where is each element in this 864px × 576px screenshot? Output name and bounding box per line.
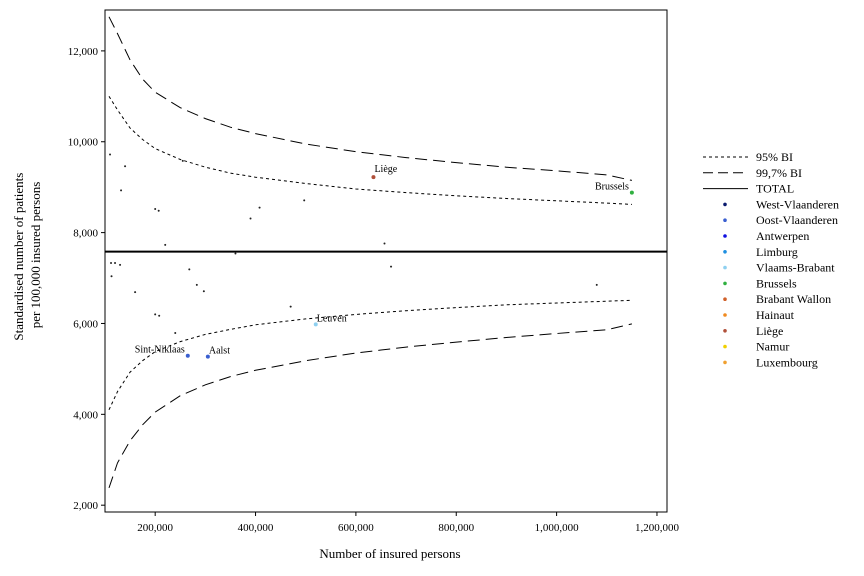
bi95-lower-curve	[108, 299, 632, 411]
legend-marker	[723, 344, 727, 349]
bi997-lower-curve	[108, 323, 633, 489]
legend-label: Liège	[756, 324, 783, 338]
data-point	[595, 283, 598, 286]
labeled-point	[629, 190, 634, 195]
bi95-upper-curve	[108, 96, 632, 205]
legend-label: West-Vlaanderen	[756, 197, 839, 211]
data-point	[110, 275, 113, 278]
legend-marker	[723, 297, 727, 302]
data-point	[188, 268, 191, 271]
legend-label: Luxembourg	[756, 355, 818, 369]
y-tick-label: 2,000	[73, 500, 98, 512]
y-axis-title: Standardised number of patients per 100,…	[11, 169, 43, 340]
data-point	[202, 290, 205, 293]
labeled-point	[205, 354, 210, 359]
legend-marker	[723, 250, 727, 254]
y-axis-title-line-1: Standardised number of patients	[11, 173, 26, 341]
point-label: Aalst	[209, 346, 230, 357]
data-point	[154, 207, 157, 210]
data-point	[249, 217, 252, 220]
data-point	[154, 313, 157, 316]
legend-label: Brabant Wallon	[756, 292, 831, 306]
x-tick-label: 800,000	[438, 522, 474, 534]
data-point	[390, 265, 393, 268]
data-point	[134, 291, 137, 294]
data-point	[303, 199, 306, 202]
x-tick-label: 400,000	[238, 522, 274, 534]
point-label: Liège	[374, 164, 397, 175]
x-tick-label: 200,000	[137, 522, 173, 534]
data-point	[109, 153, 112, 156]
y-axis-title-line-2: per 100,000 insured persons	[28, 182, 43, 329]
x-tick-label: 1,200,000	[635, 522, 680, 534]
data-point	[383, 242, 386, 245]
data-point	[158, 314, 161, 317]
legend-label: Vlaams-Brabant	[756, 261, 835, 275]
data-point	[157, 209, 160, 212]
legend-marker	[723, 218, 727, 222]
x-tick-label: 600,000	[338, 522, 374, 534]
labeled-point	[313, 322, 318, 327]
legend-label: Antwerpen	[756, 229, 809, 243]
legend-label: 95% BI	[756, 150, 793, 164]
data-point	[120, 189, 123, 192]
legend-label: 99,7% BI	[756, 166, 802, 180]
y-tick-label: 8,000	[73, 228, 98, 240]
legend-marker	[723, 329, 727, 333]
legend-marker	[723, 281, 727, 286]
y-tick-label: 4,000	[73, 409, 98, 421]
data-point	[181, 159, 184, 162]
data-point	[114, 262, 117, 265]
legend-marker	[723, 360, 727, 365]
y-tick-label: 6,000	[73, 318, 98, 330]
data-point	[119, 263, 122, 266]
labeled-point	[185, 353, 190, 358]
x-axis: 200,000 400,000 600,000 800,000 1,000,000 1,2…	[137, 512, 679, 534]
confidence-limits	[105, 16, 667, 489]
data-point	[124, 165, 127, 168]
legend-label: Namur	[756, 340, 789, 354]
data-point	[289, 305, 292, 308]
legend-marker	[723, 313, 727, 317]
point-label: Leuven	[317, 313, 347, 324]
plot-frame	[104, 9, 668, 513]
labeled-point	[371, 175, 376, 180]
legend-label: Oost-Vlaanderen	[756, 213, 838, 227]
y-axis: 2,000 4,000 6,000 8,000 10,000 12,000	[68, 46, 105, 512]
y-tick-label: 10,000	[68, 137, 99, 149]
legend-label: TOTAL	[756, 182, 794, 196]
y-tick-label: 12,000	[68, 46, 99, 58]
data-point	[164, 243, 167, 246]
bi997-upper-curve	[108, 16, 633, 181]
x-tick-label: 1,000,000	[535, 522, 580, 534]
legend-label: Hainaut	[756, 308, 795, 322]
x-axis-title: Number of insured persons	[319, 546, 460, 561]
data-point	[174, 332, 177, 335]
legend-marker	[723, 265, 727, 270]
legend-marker	[723, 202, 727, 207]
legend-label: Limburg	[756, 245, 798, 259]
point-label: Sint-Niklaas	[135, 345, 185, 356]
point-label: Brussels	[595, 182, 629, 193]
legend-label: Brussels	[756, 276, 797, 290]
legend-marker	[723, 234, 727, 238]
data-point	[234, 252, 237, 255]
data-point	[195, 283, 198, 286]
data-point	[110, 262, 113, 265]
data-points: Liège Brussels Leuven Aalst Sint-Niklaas	[109, 153, 634, 359]
data-point	[258, 206, 261, 209]
